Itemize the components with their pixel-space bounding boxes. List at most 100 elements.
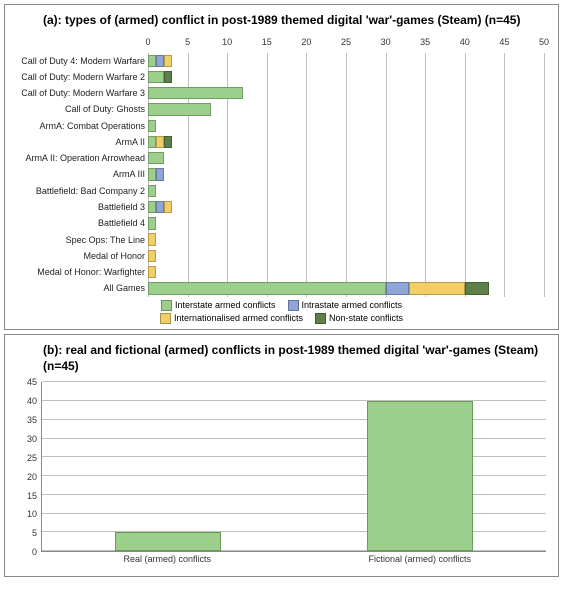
chart-a-legend-item: Internationalised armed conflicts bbox=[160, 312, 303, 326]
chart-a-xtick: 30 bbox=[381, 37, 391, 47]
chart-a-category-label: Medal of Honor bbox=[13, 248, 148, 264]
legend-label: Non-state conflicts bbox=[329, 313, 403, 323]
chart-b-category-label: Fictional (armed) conflicts bbox=[368, 554, 471, 564]
chart-b-yaxis: 051015202530354045 bbox=[13, 382, 41, 552]
chart-a-row: ArmA II: Operation Arrowhead bbox=[13, 150, 544, 166]
chart-a-segment bbox=[148, 71, 164, 83]
chart-a-title: (a): types of (armed) conflict in post-1… bbox=[43, 13, 550, 29]
chart-a-segment bbox=[465, 282, 489, 294]
legend-label: Internationalised armed conflicts bbox=[174, 313, 303, 323]
chart-a-segment bbox=[156, 168, 164, 180]
chart-a-category-label: Call of Duty: Modern Warfare 3 bbox=[13, 85, 148, 101]
chart-a-category-label: ArmA: Combat Operations bbox=[13, 118, 148, 134]
chart-a-segment bbox=[148, 266, 156, 278]
chart-b-ytick: 0 bbox=[32, 547, 37, 557]
chart-a-segment bbox=[148, 201, 156, 213]
chart-a-row: Battlefield 3 bbox=[13, 199, 544, 215]
chart-a-xtick: 10 bbox=[222, 37, 232, 47]
chart-a-segment bbox=[148, 282, 386, 294]
chart-a-row: Call of Duty: Ghosts bbox=[13, 101, 544, 117]
chart-a-segment bbox=[148, 136, 156, 148]
chart-a-segment bbox=[164, 201, 172, 213]
chart-b-title: (b): real and fictional (armed) conflict… bbox=[43, 343, 550, 374]
chart-a-rows: Call of Duty 4: Modern WarfareCall of Du… bbox=[13, 53, 544, 297]
chart-b-category-label: Real (armed) conflicts bbox=[123, 554, 211, 564]
chart-a-row: Call of Duty: Modern Warfare 3 bbox=[13, 85, 544, 101]
chart-a-segment bbox=[409, 282, 464, 294]
chart-a-category-label: Call of Duty: Modern Warfare 2 bbox=[13, 69, 148, 85]
chart-a-category-label: Medal of Honor: Warfighter bbox=[13, 264, 148, 280]
chart-a-row: Spec Ops: The Line bbox=[13, 232, 544, 248]
chart-a-row: Call of Duty 4: Modern Warfare bbox=[13, 53, 544, 69]
chart-a-row: Medal of Honor bbox=[13, 248, 544, 264]
chart-b-ytick: 20 bbox=[27, 472, 37, 482]
chart-a-legend-item: Intrastate armed conflicts bbox=[288, 299, 403, 313]
chart-a-row: Call of Duty: Modern Warfare 2 bbox=[13, 69, 544, 85]
chart-b-plot: 051015202530354045 Real (armed) conflict… bbox=[13, 382, 550, 568]
chart-a-xtick: 5 bbox=[185, 37, 190, 47]
chart-b-bar bbox=[367, 401, 473, 551]
chart-a-segment bbox=[148, 250, 156, 262]
chart-b-area bbox=[41, 382, 546, 552]
legend-swatch bbox=[315, 313, 326, 324]
chart-a-legend-item: Non-state conflicts bbox=[315, 312, 403, 326]
chart-a-category-label: Call of Duty 4: Modern Warfare bbox=[13, 53, 148, 69]
chart-a-panel: (a): types of (armed) conflict in post-1… bbox=[4, 4, 559, 330]
chart-a-segment bbox=[386, 282, 410, 294]
chart-a-segment bbox=[156, 136, 164, 148]
legend-swatch bbox=[161, 300, 172, 311]
chart-a-xtick: 20 bbox=[301, 37, 311, 47]
chart-a-category-label: Battlefield 3 bbox=[13, 199, 148, 215]
chart-a-xtick: 0 bbox=[145, 37, 150, 47]
chart-a-segment bbox=[148, 217, 156, 229]
chart-b-ytick: 15 bbox=[27, 491, 37, 501]
chart-a-segment bbox=[164, 136, 172, 148]
chart-a-segment bbox=[164, 55, 172, 67]
chart-a-category-label: ArmA III bbox=[13, 166, 148, 182]
chart-b-xaxis: Real (armed) conflicts Fictional (armed) … bbox=[41, 554, 546, 568]
chart-a-xtick: 45 bbox=[499, 37, 509, 47]
legend-swatch bbox=[160, 313, 171, 324]
chart-a-legend-item: Interstate armed conflicts bbox=[161, 299, 276, 313]
chart-a-row: ArmA: Combat Operations bbox=[13, 118, 544, 134]
legend-label: Interstate armed conflicts bbox=[175, 300, 276, 310]
chart-a-segment bbox=[148, 87, 243, 99]
chart-a-xtick: 25 bbox=[341, 37, 351, 47]
chart-a-segment bbox=[148, 233, 156, 245]
chart-a-segment bbox=[148, 103, 211, 115]
chart-b-bar bbox=[115, 532, 221, 551]
chart-a-segment bbox=[148, 185, 156, 197]
chart-a-xtick: 50 bbox=[539, 37, 549, 47]
chart-a-category-label: Battlefield 4 bbox=[13, 215, 148, 231]
legend-swatch bbox=[288, 300, 299, 311]
chart-a-xtick: 40 bbox=[460, 37, 470, 47]
chart-a-segment bbox=[148, 120, 156, 132]
chart-b-ytick: 40 bbox=[27, 396, 37, 406]
chart-a-segment bbox=[148, 55, 156, 67]
chart-a-segment bbox=[156, 55, 164, 67]
chart-a-row: ArmA II bbox=[13, 134, 544, 150]
chart-a-xtick: 35 bbox=[420, 37, 430, 47]
chart-a-category-label: Spec Ops: The Line bbox=[13, 232, 148, 248]
chart-a-row: Battlefield: Bad Company 2 bbox=[13, 183, 544, 199]
chart-a-category-label: Call of Duty: Ghosts bbox=[13, 101, 148, 117]
chart-a-xtick: 15 bbox=[262, 37, 272, 47]
chart-a-category-label: ArmA II: Operation Arrowhead bbox=[13, 150, 148, 166]
chart-b-ytick: 45 bbox=[27, 377, 37, 387]
chart-a-row: All Games bbox=[13, 280, 544, 296]
chart-a-segment bbox=[156, 201, 164, 213]
chart-a-row: Medal of Honor: Warfighter bbox=[13, 264, 544, 280]
chart-b-ytick: 25 bbox=[27, 453, 37, 463]
chart-a-segment bbox=[164, 71, 172, 83]
chart-b-ytick: 5 bbox=[32, 528, 37, 538]
legend-label: Intrastate armed conflicts bbox=[302, 300, 403, 310]
chart-a-category-label: All Games bbox=[13, 280, 148, 296]
chart-a-legend: Interstate armed conflicts Intrastate arm… bbox=[13, 299, 550, 326]
chart-a-category-label: Battlefield: Bad Company 2 bbox=[13, 183, 148, 199]
chart-a-row: Battlefield 4 bbox=[13, 215, 544, 231]
chart-a-xaxis: 05101520253035404550 bbox=[148, 37, 544, 51]
chart-b-ytick: 30 bbox=[27, 434, 37, 444]
chart-a-category-label: ArmA II bbox=[13, 134, 148, 150]
chart-a-row: ArmA III bbox=[13, 166, 544, 182]
chart-a-plot: 0 5 10 15 20 25 30 35 40 45 50 Call of Duty 4: Mod… bbox=[13, 37, 550, 297]
